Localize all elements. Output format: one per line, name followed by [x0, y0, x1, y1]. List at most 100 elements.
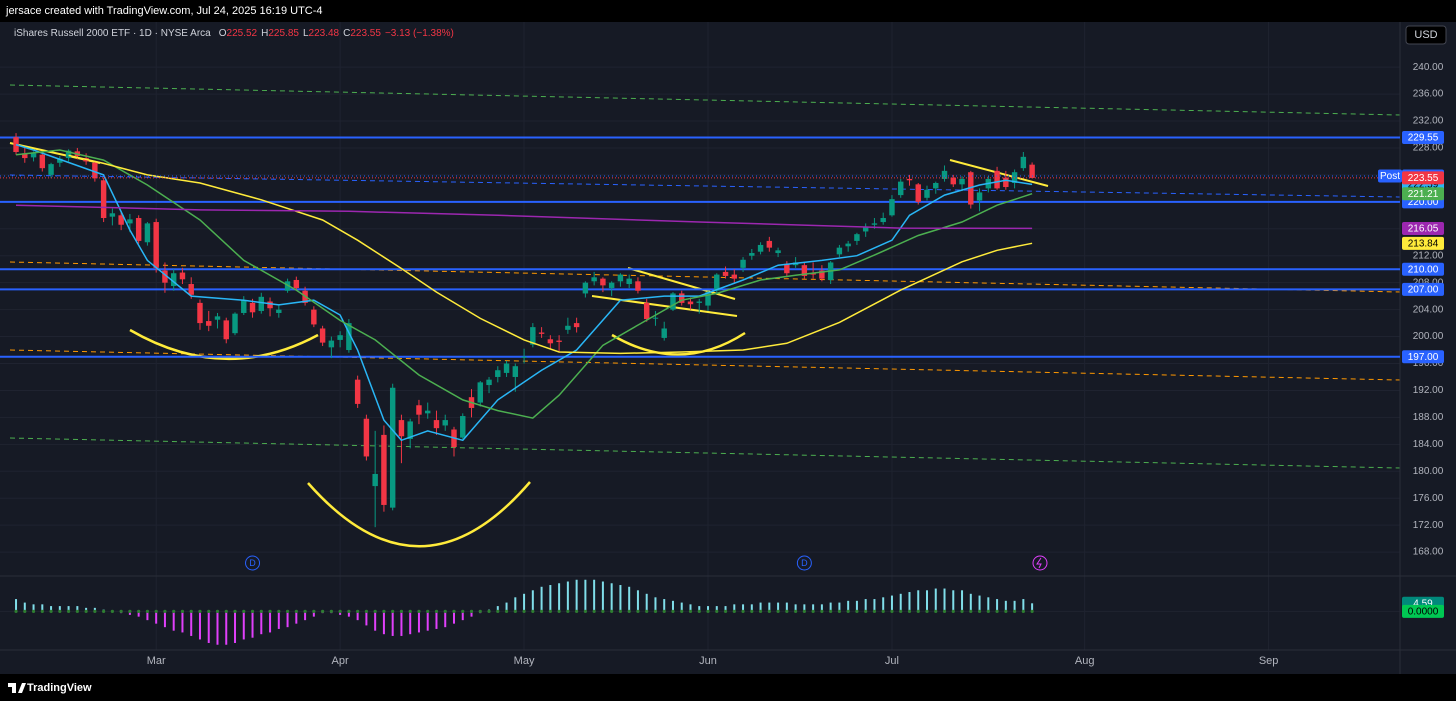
osc-dot — [277, 609, 281, 613]
osc-dot — [610, 609, 614, 613]
y-tick-label: 200.00 — [1413, 331, 1444, 342]
osc-bar — [584, 579, 587, 612]
osc-dot — [434, 609, 439, 613]
ohlc-key: H — [261, 28, 268, 39]
osc-bar — [304, 611, 307, 621]
osc-dot — [93, 609, 97, 613]
osc-dot — [268, 609, 272, 613]
earnings-icon[interactable] — [1032, 555, 1048, 571]
osc-dot — [872, 609, 877, 613]
candle-body — [1029, 164, 1035, 178]
candle-body — [994, 170, 1000, 189]
candle-body — [573, 323, 580, 328]
osc-bar — [234, 611, 237, 643]
candle-body — [241, 300, 247, 313]
osc-dot — [356, 609, 360, 613]
candle-body — [915, 184, 921, 202]
y-tick-label: 240.00 — [1413, 62, 1444, 73]
osc-dot — [128, 609, 132, 613]
osc-dot — [960, 609, 964, 613]
osc-bar — [750, 604, 753, 612]
osc-bar — [137, 611, 140, 617]
osc-bar — [128, 611, 131, 615]
level-label: 207.00 — [1408, 285, 1439, 296]
osc-dot — [758, 609, 763, 613]
candle-body — [959, 178, 965, 185]
ma-label-bg — [1402, 221, 1444, 235]
osc-bar — [41, 604, 44, 612]
osc-bar — [978, 595, 981, 612]
candle-body — [477, 382, 483, 403]
candle-body — [223, 320, 229, 340]
candle-body — [407, 421, 413, 439]
candle-body — [950, 177, 956, 185]
osc-bar — [899, 593, 902, 612]
candle-body — [696, 301, 702, 303]
candle-body — [144, 223, 151, 243]
osc-bar — [1004, 600, 1007, 612]
candle-body — [363, 418, 370, 457]
osc-dot — [618, 609, 623, 613]
candle-body — [924, 189, 930, 198]
osc-bar — [855, 600, 858, 612]
osc-bar — [636, 590, 639, 612]
level-label-bg — [1402, 282, 1444, 296]
trendline — [591, 295, 738, 317]
osc-dot — [154, 609, 158, 613]
osc-bar — [715, 606, 718, 612]
candle-body — [48, 164, 54, 175]
osc-bar — [452, 611, 455, 624]
candle-body — [757, 244, 764, 252]
last-price-label: 223.55 — [1408, 173, 1439, 184]
osc-bar — [1013, 600, 1016, 612]
candle-body — [652, 317, 659, 319]
candle-body — [284, 281, 291, 291]
osc-bar — [531, 590, 534, 612]
candle-body — [862, 227, 869, 232]
currency[interactable]: USD — [1414, 29, 1437, 41]
osc-bar — [680, 602, 683, 612]
osc-bar — [496, 606, 499, 612]
candle-body — [968, 172, 974, 205]
candle-body — [311, 309, 317, 325]
attribution: jersace created with TradingView.com, Ju… — [5, 5, 323, 17]
osc-dot — [347, 609, 351, 613]
post-tag: Post — [1380, 171, 1400, 182]
osc-bar — [58, 606, 61, 612]
osc-dot — [566, 609, 570, 613]
grid — [0, 22, 1400, 650]
osc-bar — [908, 592, 911, 612]
level-label: 197.00 — [1408, 352, 1439, 363]
osc-zero-label-bg — [1402, 604, 1444, 618]
candle-body — [372, 473, 378, 487]
candle-body — [188, 284, 194, 295]
osc-bar — [523, 593, 526, 612]
osc-dot — [163, 609, 167, 613]
osc-dot — [391, 609, 395, 613]
osc-dot — [653, 609, 658, 613]
osc-dot — [145, 609, 150, 613]
candle-body — [976, 192, 983, 201]
osc-bar — [794, 604, 797, 612]
legend-header: iShares Russell 2000 ETF · 1D · NYSE Arc… — [14, 28, 454, 39]
osc-dot — [785, 609, 789, 613]
osc-bar — [85, 607, 88, 612]
osc-dot — [207, 609, 211, 613]
y-tick-label: 180.00 — [1413, 466, 1444, 477]
candle-body — [416, 405, 422, 415]
y-tick-label: 188.00 — [1413, 412, 1444, 423]
candle-body — [836, 247, 843, 255]
osc-bar — [181, 611, 184, 633]
x-tick-label: Aug — [1075, 655, 1095, 667]
osc-bar — [645, 593, 648, 612]
osc-dot — [925, 609, 929, 613]
currency-button[interactable] — [1405, 25, 1447, 45]
osc-dot — [1021, 609, 1025, 613]
osc-dot — [732, 609, 736, 613]
curve-drawing — [129, 328, 319, 361]
candle-body — [740, 259, 746, 268]
candle-body — [118, 215, 124, 225]
osc-dot — [829, 609, 833, 613]
ma-line — [68, 154, 1033, 355]
